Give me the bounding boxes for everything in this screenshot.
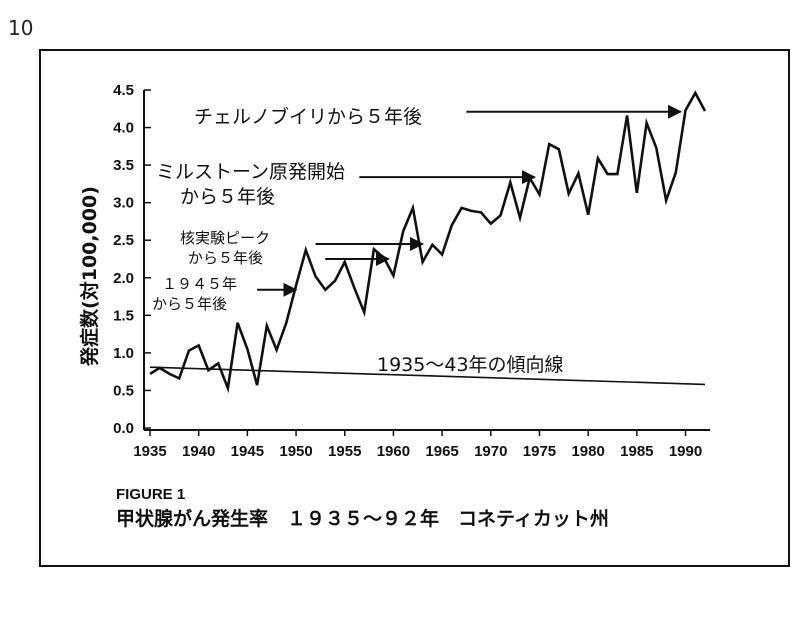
- y-tick-label: 4.5: [113, 82, 134, 99]
- figure-label: FIGURE 1: [116, 486, 186, 503]
- x-tick-label: 1965: [425, 443, 458, 460]
- y-tick-label: 1.5: [113, 307, 134, 324]
- incidence-series-line: [149, 90, 707, 394]
- annotation-text: から５年後: [188, 249, 263, 267]
- x-tick-label: 1990: [669, 443, 702, 460]
- x-tick-label: 1960: [377, 443, 410, 460]
- y-tick-label: 1.0: [113, 345, 134, 362]
- x-tick-label: 1935: [133, 443, 166, 460]
- y-tick-label: 4.0: [113, 120, 134, 137]
- x-tick-label: 1955: [328, 443, 361, 460]
- y-tick-label: 2.5: [113, 232, 134, 249]
- figure-caption: 甲状腺がん発生率 １９３５〜９２年 コネティカット州: [116, 508, 609, 530]
- y-tick-label: 0.0: [113, 420, 134, 437]
- x-ticks: 1935 1940 1945 1950 1955 1960 1965 1970 1975 1980…: [133, 430, 702, 460]
- axes: [143, 90, 710, 431]
- x-tick-label: 1975: [523, 443, 556, 460]
- trend-line-label: 1935〜43年の傾向線: [377, 354, 564, 376]
- x-tick-label: 1940: [182, 443, 215, 460]
- annotation-text: １９４５年: [162, 275, 237, 293]
- x-tick-label: 1945: [231, 443, 264, 460]
- annotation-text: 核実験ピーク: [180, 229, 270, 247]
- x-tick-label: 1970: [474, 443, 507, 460]
- figure-frame: [39, 49, 790, 567]
- x-tick-label: 1980: [571, 443, 604, 460]
- page-number: 10: [8, 16, 34, 40]
- series-layer: [149, 90, 707, 394]
- x-tick-label: 1985: [620, 443, 653, 460]
- annotations-layer: チェルノブイリから５年後ミルストーン原発開始から５年後核実験ピークから５年後１９…: [152, 104, 683, 313]
- y-tick-label: 0.5: [113, 382, 134, 399]
- annotation-text: チェルノブイリから５年後: [194, 105, 422, 128]
- annotation-text: から５年後: [152, 295, 227, 313]
- y-ticks: 0.0 0.5 1.0 1.5 2.0 2.5 3.0 3.5 4.0 4.5: [113, 82, 151, 437]
- annotation-text: から５年後: [180, 186, 275, 208]
- y-tick-label: 3.5: [113, 157, 134, 174]
- y-tick-label: 3.0: [113, 195, 134, 212]
- y-axis-label: 発症数(対100,000): [78, 186, 101, 367]
- annotation-text: ミルストーン原発開始: [156, 161, 345, 183]
- y-tick-label: 2.0: [113, 270, 134, 287]
- x-tick-label: 1950: [279, 443, 312, 460]
- trend-line: [149, 366, 706, 386]
